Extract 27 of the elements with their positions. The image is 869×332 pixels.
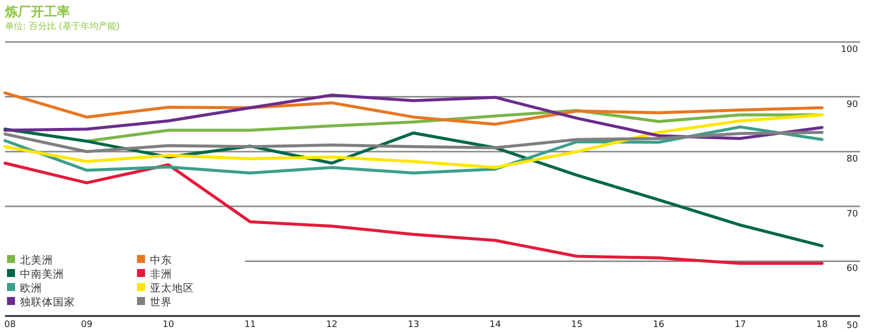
legend-label: 北美洲 — [20, 254, 53, 266]
legend-label: 独联体国家 — [20, 296, 75, 308]
legend-label: 亚太地区 — [150, 282, 194, 294]
legend-label: 欧洲 — [20, 282, 42, 294]
x-tick-label: 09 — [80, 320, 93, 330]
x-tick-label: 15 — [571, 320, 583, 330]
legend-label: 中东 — [150, 254, 172, 266]
x-tick-label: 10 — [162, 320, 174, 330]
chart-title: 炼厂开工率 — [4, 4, 70, 20]
x-tick-label: 16 — [652, 320, 665, 330]
y-tick-label: 90 — [846, 100, 858, 110]
legend-label: 世界 — [150, 296, 172, 308]
legend-label: 非洲 — [150, 268, 172, 280]
x-tick-label: 17 — [734, 320, 746, 330]
y-tick-label: 80 — [846, 154, 858, 165]
y-tick-label: 100 — [840, 45, 858, 55]
y-tick-label: 60 — [846, 264, 858, 274]
x-tick-label: 08 — [4, 320, 16, 330]
x-tick-label: 18 — [816, 320, 828, 330]
legend-label: 中南美洲 — [20, 268, 64, 280]
x-tick-label: 11 — [244, 320, 256, 330]
x-tick-label: 14 — [489, 320, 502, 330]
x-tick-label: 13 — [408, 320, 420, 330]
y-tick-label: 70 — [846, 209, 858, 220]
y-tick-label: 50 — [846, 321, 858, 331]
x-tick-label: 12 — [326, 320, 338, 330]
chart-subtitle: 单位: 百分比 (基于年均产能) — [5, 21, 120, 32]
